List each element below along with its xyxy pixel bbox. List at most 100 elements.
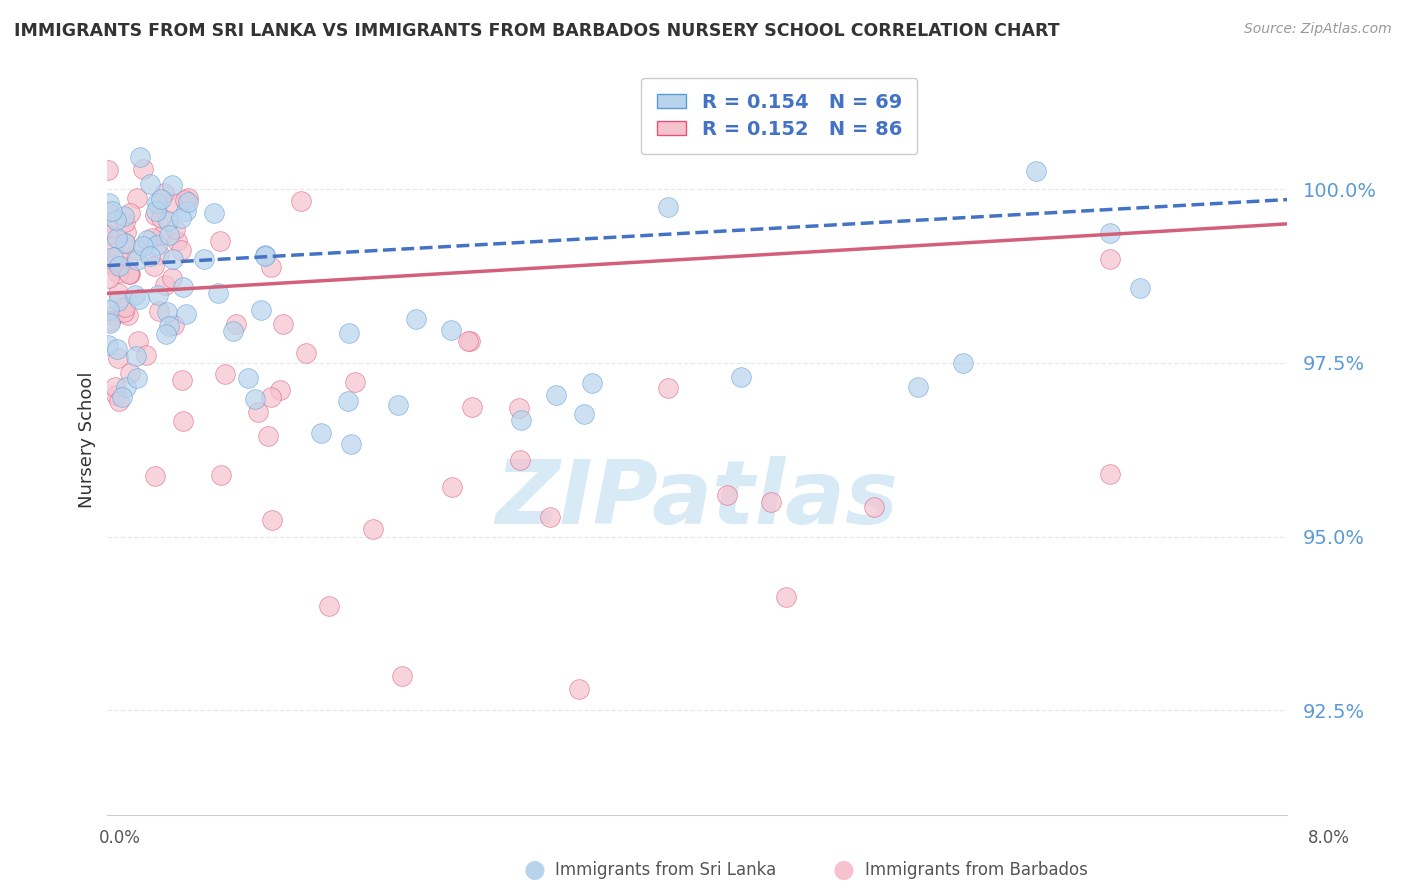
Point bbox=[136, 233, 159, 247]
Point bbox=[150, 228, 173, 243]
Point bbox=[97, 270, 120, 285]
Point bbox=[775, 590, 797, 604]
Text: ●: ● bbox=[523, 858, 546, 881]
Point bbox=[254, 249, 277, 263]
Point bbox=[112, 305, 135, 319]
Point bbox=[177, 191, 200, 205]
Point bbox=[236, 371, 259, 385]
Point bbox=[148, 247, 170, 261]
Point bbox=[250, 302, 273, 317]
Point bbox=[907, 380, 929, 394]
Point bbox=[114, 300, 136, 314]
Point bbox=[1098, 467, 1121, 481]
Point bbox=[98, 316, 121, 330]
Point bbox=[156, 305, 179, 319]
Point bbox=[952, 356, 974, 370]
Point bbox=[162, 252, 184, 267]
Point bbox=[114, 236, 136, 251]
Point bbox=[131, 239, 153, 253]
Point bbox=[245, 392, 267, 407]
Point bbox=[105, 230, 128, 244]
Point bbox=[125, 190, 148, 204]
Point bbox=[97, 337, 120, 351]
Point bbox=[112, 259, 135, 273]
Point bbox=[110, 262, 132, 277]
Point bbox=[125, 349, 148, 363]
Point bbox=[657, 381, 679, 395]
Point bbox=[103, 239, 125, 253]
Point bbox=[97, 196, 120, 211]
Point bbox=[340, 437, 363, 451]
Point bbox=[127, 370, 149, 384]
Point bbox=[391, 668, 413, 682]
Text: 8.0%: 8.0% bbox=[1308, 829, 1350, 847]
Point bbox=[568, 682, 591, 697]
Point bbox=[440, 323, 463, 337]
Point bbox=[269, 383, 291, 397]
Point bbox=[208, 234, 231, 248]
Point bbox=[546, 387, 568, 401]
Point bbox=[127, 334, 149, 349]
Point bbox=[127, 252, 149, 267]
Text: ●: ● bbox=[832, 858, 855, 881]
Point bbox=[863, 500, 886, 515]
Point bbox=[153, 277, 176, 292]
Point bbox=[107, 286, 129, 301]
Point bbox=[405, 311, 427, 326]
Point bbox=[174, 193, 197, 207]
Point bbox=[157, 319, 180, 334]
Point bbox=[108, 393, 131, 408]
Point bbox=[1025, 163, 1047, 178]
Point bbox=[361, 522, 384, 536]
Point bbox=[97, 163, 120, 178]
Text: ZIPatlas: ZIPatlas bbox=[496, 456, 898, 543]
Point bbox=[141, 230, 163, 244]
Point bbox=[143, 259, 166, 273]
Point bbox=[145, 204, 167, 219]
Point bbox=[162, 196, 184, 211]
Point bbox=[318, 599, 340, 613]
Point bbox=[177, 195, 200, 210]
Point bbox=[96, 219, 118, 233]
Point bbox=[160, 271, 183, 285]
Point bbox=[510, 413, 533, 427]
Point bbox=[112, 210, 135, 224]
Point bbox=[309, 425, 332, 440]
Point bbox=[103, 259, 125, 273]
Point bbox=[101, 251, 124, 265]
Point bbox=[538, 510, 561, 524]
Point bbox=[105, 342, 128, 356]
Point bbox=[247, 405, 270, 419]
Point bbox=[460, 334, 482, 348]
Point bbox=[124, 288, 146, 302]
Point bbox=[115, 225, 138, 239]
Point bbox=[460, 400, 482, 414]
Point bbox=[440, 480, 463, 494]
Point bbox=[148, 304, 170, 318]
Point bbox=[209, 468, 232, 483]
Point bbox=[169, 244, 191, 258]
Point bbox=[344, 375, 367, 389]
Point bbox=[165, 222, 187, 236]
Point bbox=[170, 211, 193, 226]
Point bbox=[581, 376, 603, 390]
Point bbox=[716, 487, 738, 501]
Point bbox=[193, 252, 215, 267]
Point bbox=[155, 327, 177, 342]
Y-axis label: Nursery School: Nursery School bbox=[79, 371, 96, 508]
Point bbox=[337, 326, 360, 340]
Point bbox=[260, 260, 283, 274]
Point bbox=[214, 367, 236, 381]
Point bbox=[117, 308, 139, 322]
Point bbox=[1128, 281, 1150, 295]
Point bbox=[129, 150, 152, 164]
Text: 0.0%: 0.0% bbox=[98, 829, 141, 847]
Point bbox=[508, 401, 530, 415]
Point bbox=[260, 390, 283, 404]
Point bbox=[157, 227, 180, 242]
Point bbox=[120, 267, 142, 281]
Point bbox=[118, 268, 141, 282]
Point bbox=[114, 235, 136, 250]
Point bbox=[114, 215, 136, 229]
Point bbox=[103, 308, 125, 322]
